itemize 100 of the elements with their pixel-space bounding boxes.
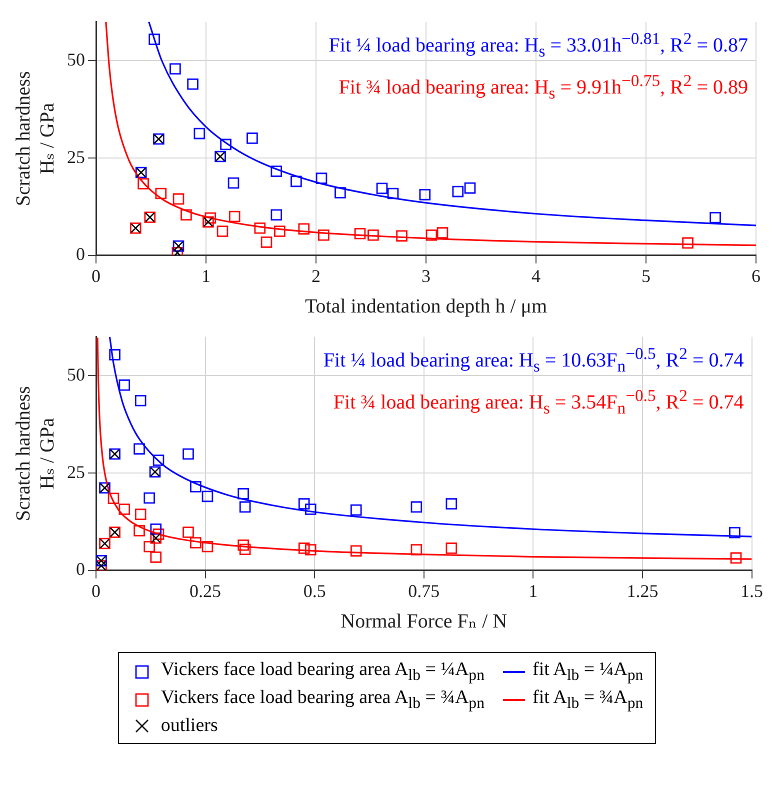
point — [436, 227, 448, 238]
x-tick-label: 6 — [752, 266, 760, 286]
x-tick-label: 4 — [532, 266, 540, 286]
point — [150, 552, 162, 563]
point — [144, 541, 155, 552]
x-tick-label: 3 — [422, 266, 430, 286]
point — [202, 541, 214, 552]
point — [396, 230, 408, 242]
x-tick-label: 0.75 — [408, 580, 440, 601]
y-tick-label: 50 — [67, 49, 85, 70]
point — [204, 212, 216, 224]
point — [274, 226, 286, 237]
point — [152, 454, 164, 466]
legend-label: Vickers face load bearing area A$_{lb}$ = ¾A$_{pn}$ — [160, 686, 484, 713]
point — [464, 182, 476, 194]
point — [239, 544, 251, 556]
point — [246, 132, 258, 144]
point — [239, 501, 251, 513]
y-tick-label: 25 — [67, 146, 85, 167]
y-tick-label: 50 — [67, 364, 85, 384]
point — [220, 138, 232, 150]
point — [144, 492, 155, 504]
point — [202, 490, 214, 502]
annotation: Fit ¾ load bearing area: H$_{s}$ = 3.54F$_{n}$$^{−0.5}$, R$^{2}$ = 0.74 — [332, 385, 744, 420]
point — [155, 188, 167, 200]
point — [190, 537, 202, 548]
x-tick-label: 1 — [528, 580, 538, 601]
point — [134, 525, 145, 536]
point — [305, 544, 316, 556]
point — [134, 443, 145, 455]
point — [187, 78, 198, 90]
x-tick-label: 1.25 — [626, 580, 658, 601]
point — [316, 172, 328, 184]
x-tick-label: 0.5 — [303, 580, 326, 601]
point — [109, 349, 120, 360]
point — [452, 186, 464, 198]
point — [134, 508, 146, 520]
x-tick-label: 0 — [92, 580, 100, 601]
point — [318, 230, 330, 241]
point — [410, 544, 422, 556]
legend-label: fit A$_{lb}$ = ¼A$_{pn}$ — [532, 659, 644, 685]
point — [238, 539, 249, 551]
y-tick-label: 0 — [76, 559, 85, 580]
point — [270, 209, 282, 221]
point — [446, 498, 458, 510]
point — [138, 178, 149, 190]
point — [298, 498, 310, 510]
point — [730, 552, 742, 564]
point — [118, 504, 130, 515]
point — [270, 166, 282, 177]
x-tick-label: 2 — [312, 266, 320, 286]
point — [290, 176, 302, 188]
point — [298, 223, 310, 235]
x-tick-label: 5 — [642, 266, 650, 286]
point — [152, 528, 164, 540]
point — [387, 188, 399, 200]
point — [260, 236, 272, 248]
annotation: Fit ¾ load bearing area: H$_{s}$ = 9.91h$^{−0.75}$, R$^{2}$ = 0.89 — [338, 70, 748, 106]
x-axis-title: Total indentation depth h / μm — [304, 295, 548, 318]
point — [134, 395, 146, 406]
legend-label: fit A$_{lb}$ = ¾A$_{pn}$ — [532, 686, 644, 713]
x-tick-label: 0 — [92, 266, 100, 286]
y-axis-title: Scratch hardness Hₛ / GPa — [12, 386, 58, 522]
y-axis-title: Scratch hardness Hₛ / GPa — [12, 70, 58, 206]
point — [180, 209, 192, 221]
point — [426, 230, 438, 241]
legend-label: outliers — [160, 714, 218, 737]
point — [238, 488, 249, 500]
point — [350, 545, 362, 557]
point — [108, 492, 120, 504]
point — [118, 379, 130, 391]
point — [368, 230, 379, 241]
point — [216, 226, 228, 237]
point — [305, 504, 316, 515]
point — [682, 237, 694, 249]
legend-label: Vickers face load bearing area A$_{lb}$ = ¼A$_{pn}$ — [160, 659, 484, 685]
y-tick-label: 0 — [76, 244, 85, 264]
x-tick-label: 0.25 — [190, 580, 222, 601]
annotation: Fit ¼ load bearing area: H$_{s}$ = 10.63F$_{n}$$^{−0.5}$, R$^{2}$ = 0.74 — [323, 342, 744, 378]
point — [254, 222, 266, 234]
point — [182, 526, 194, 538]
point — [170, 63, 181, 75]
point — [376, 182, 388, 194]
point — [182, 448, 194, 460]
point — [354, 228, 366, 240]
point — [148, 34, 160, 45]
y-tick-label: 25 — [67, 462, 85, 482]
x-axis-title: Normal Force Fₙ / N — [340, 610, 508, 632]
point — [298, 542, 310, 554]
point — [150, 523, 162, 535]
point — [729, 526, 740, 538]
point — [419, 189, 431, 200]
point — [350, 504, 362, 516]
point — [194, 128, 206, 140]
point — [228, 210, 240, 222]
point — [228, 177, 240, 189]
point — [334, 187, 346, 198]
point — [710, 212, 721, 224]
point — [410, 501, 422, 513]
x-tick-label: 1 — [202, 266, 210, 286]
